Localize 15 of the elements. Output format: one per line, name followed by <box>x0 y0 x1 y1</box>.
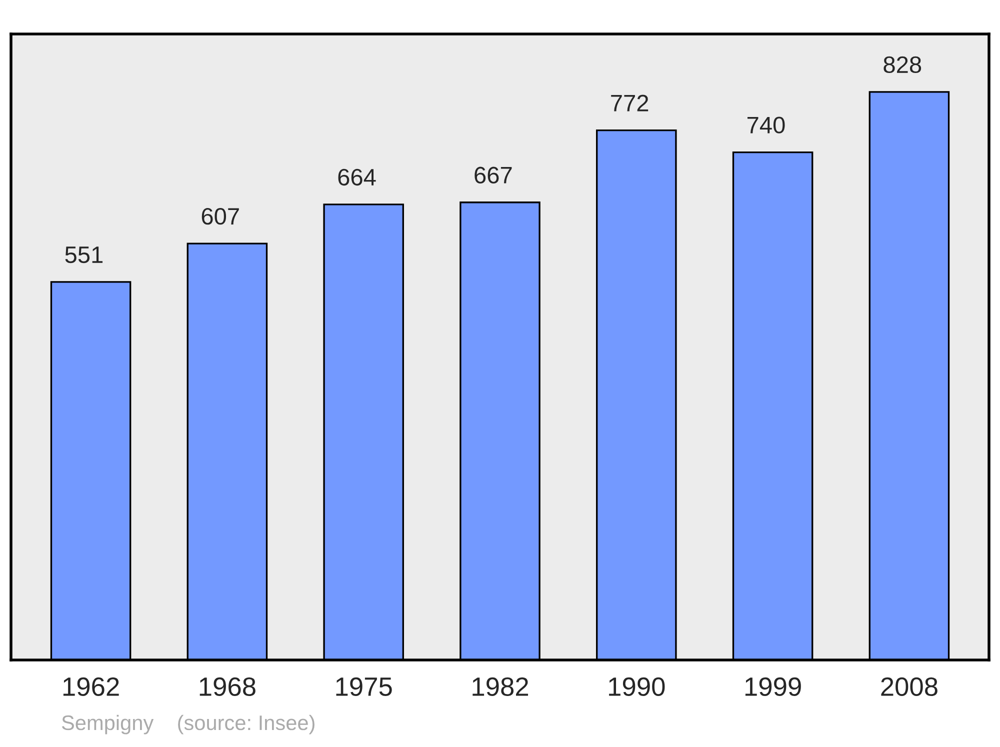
x-tick-label: 1999 <box>745 677 801 696</box>
x-tick-label: 1968 <box>200 677 256 696</box>
data-label: 607 <box>202 208 239 225</box>
data-label: 664 <box>338 168 376 186</box>
x-tick-label: 1982 <box>472 677 528 696</box>
x-tick-label: 1962 <box>63 677 119 696</box>
data-label: 740 <box>748 116 785 134</box>
data-label: 551 <box>65 246 103 264</box>
data-label: 772 <box>611 94 648 112</box>
x-tick-label: 2008 <box>881 677 938 696</box>
data-label: 667 <box>474 166 512 184</box>
text: Sempigny (source: Insee) <box>62 714 314 734</box>
x-tick-label: 1990 <box>609 677 665 696</box>
data-label: 828 <box>884 56 922 74</box>
x-tick-label: 1975 <box>336 677 392 696</box>
